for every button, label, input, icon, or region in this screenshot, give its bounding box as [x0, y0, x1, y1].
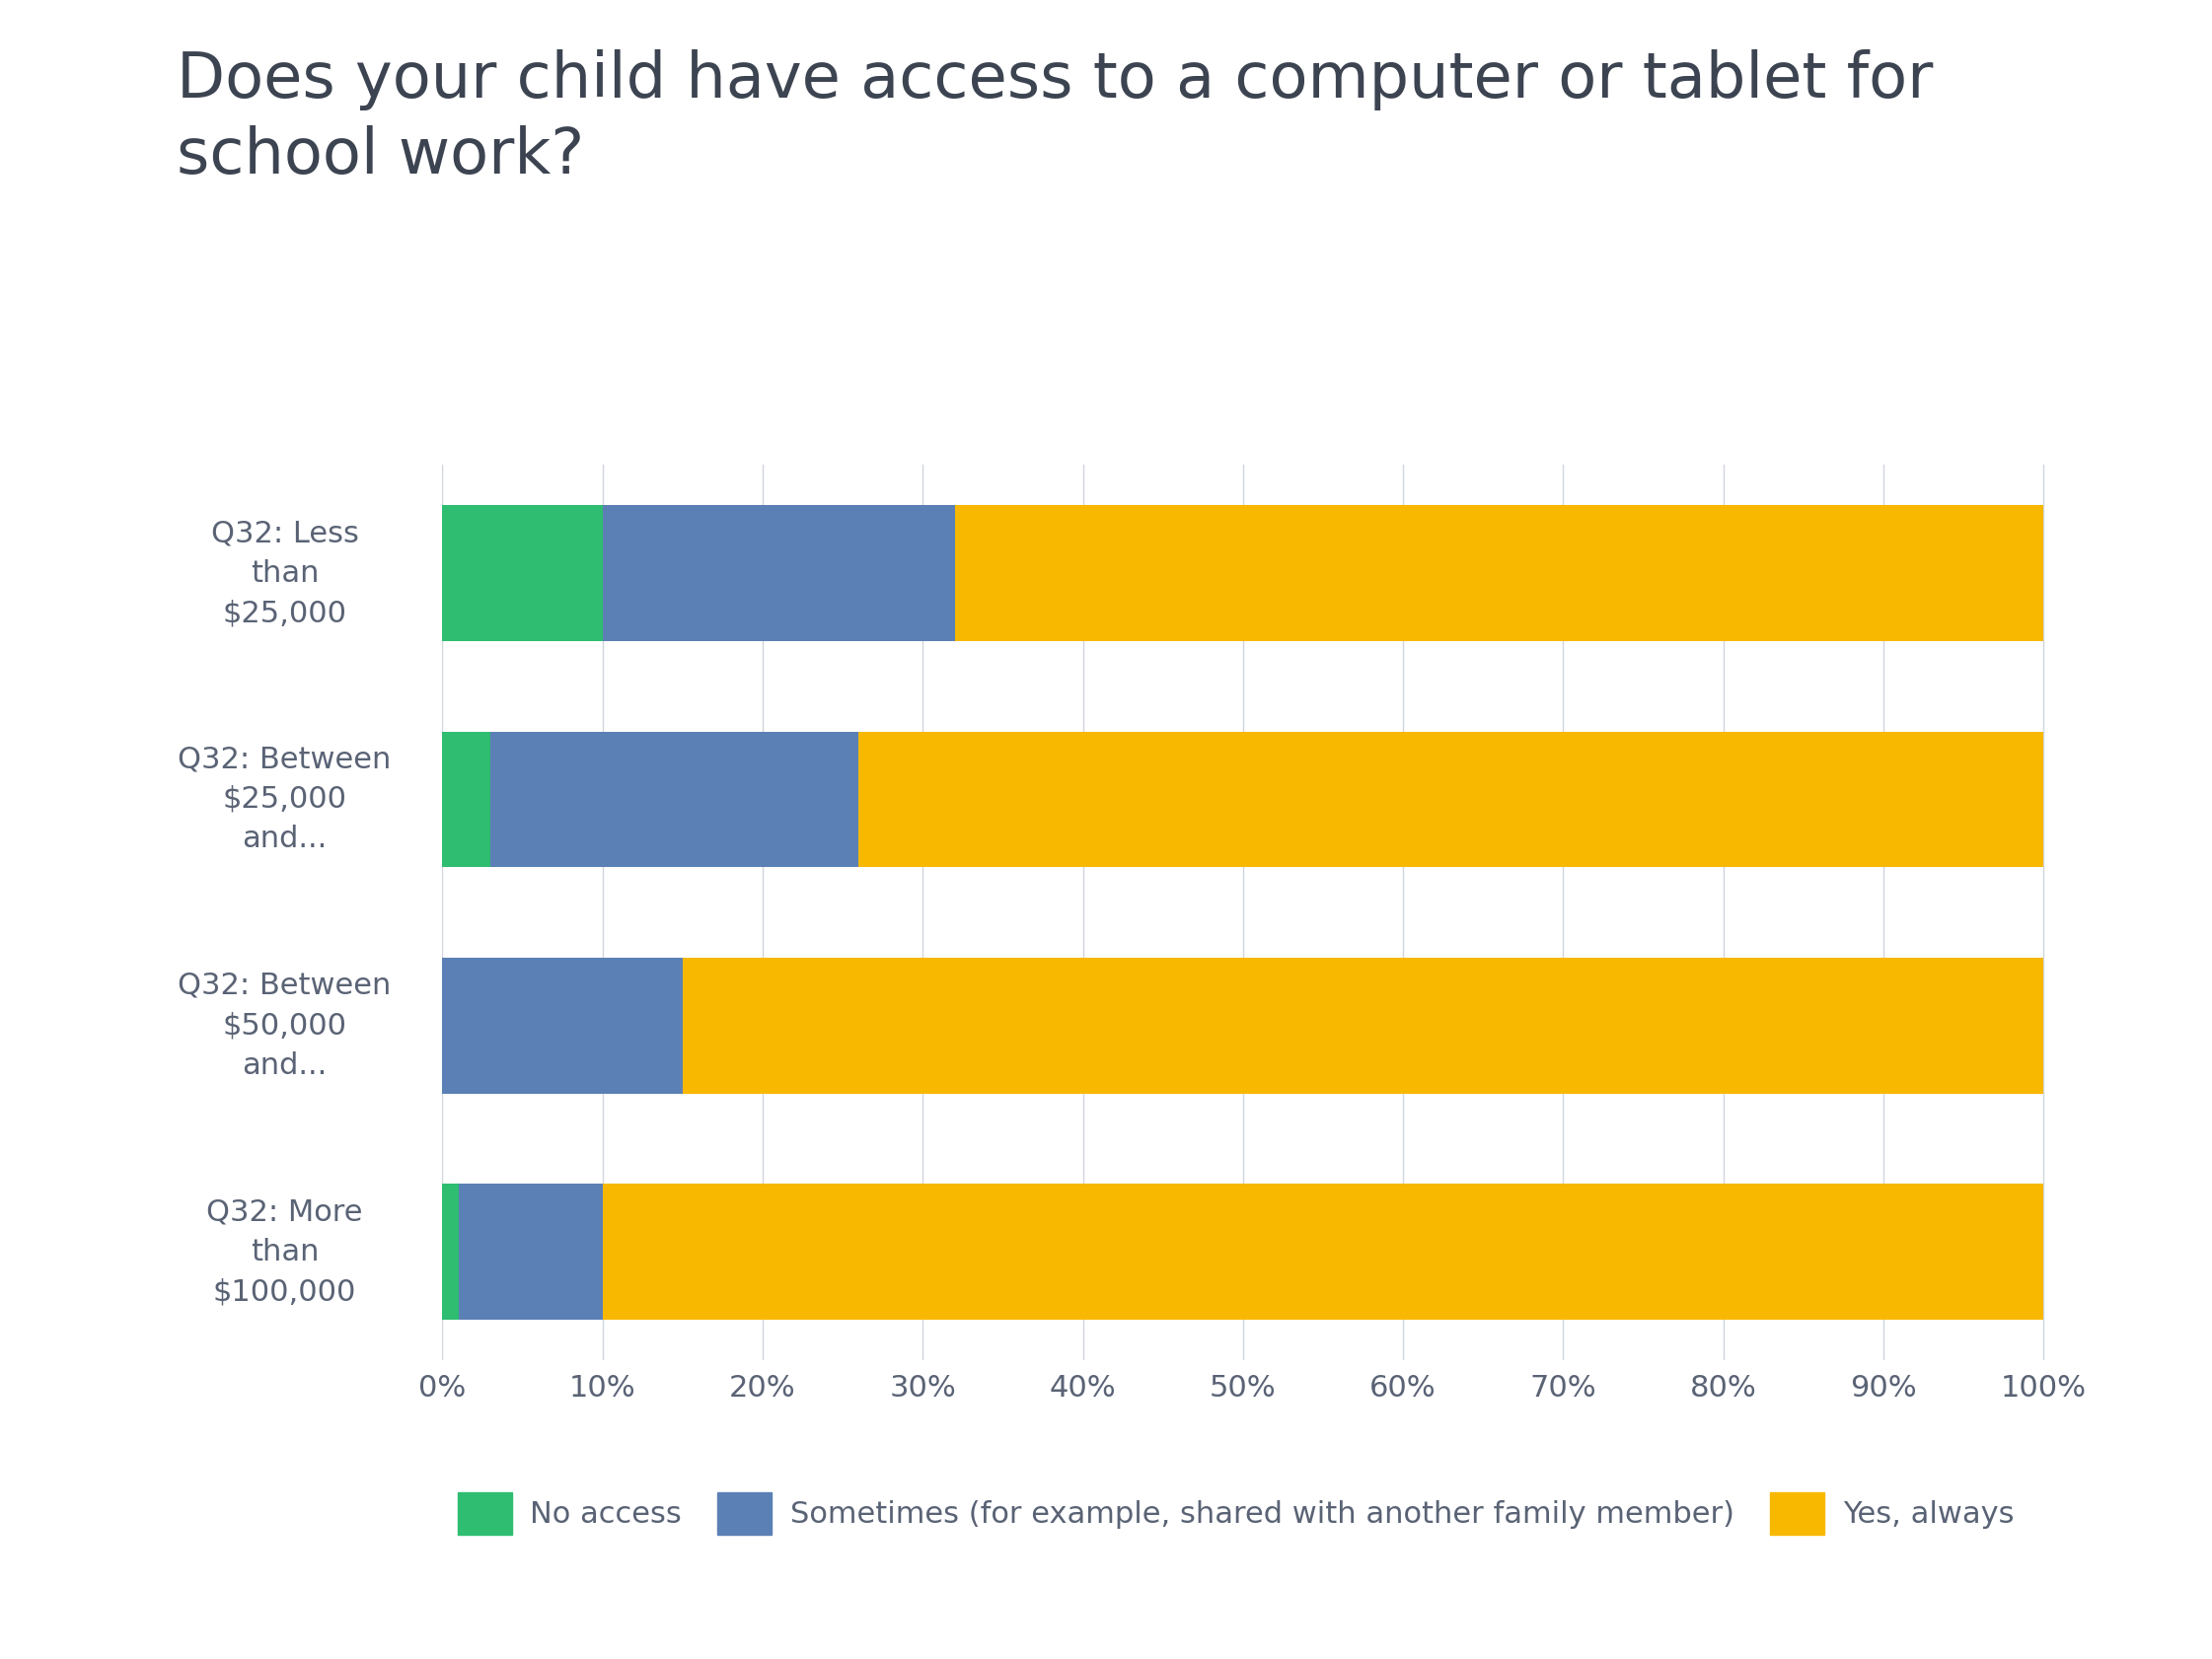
Bar — [602, 1185, 2044, 1319]
Text: Does your child have access to a computer or tablet for
school work?: Does your child have access to a compute… — [177, 50, 1933, 186]
Bar — [684, 957, 2044, 1093]
Bar — [458, 1185, 602, 1319]
Legend: No access, Sometimes (for example, shared with another family member), Yes, alwa: No access, Sometimes (for example, share… — [458, 1491, 2013, 1535]
Bar — [442, 957, 684, 1093]
Bar — [491, 732, 858, 868]
Bar — [442, 732, 491, 868]
Bar — [442, 506, 602, 640]
Bar — [602, 506, 956, 640]
Bar — [956, 506, 2044, 640]
Bar — [442, 1185, 458, 1319]
Bar — [858, 732, 2044, 868]
